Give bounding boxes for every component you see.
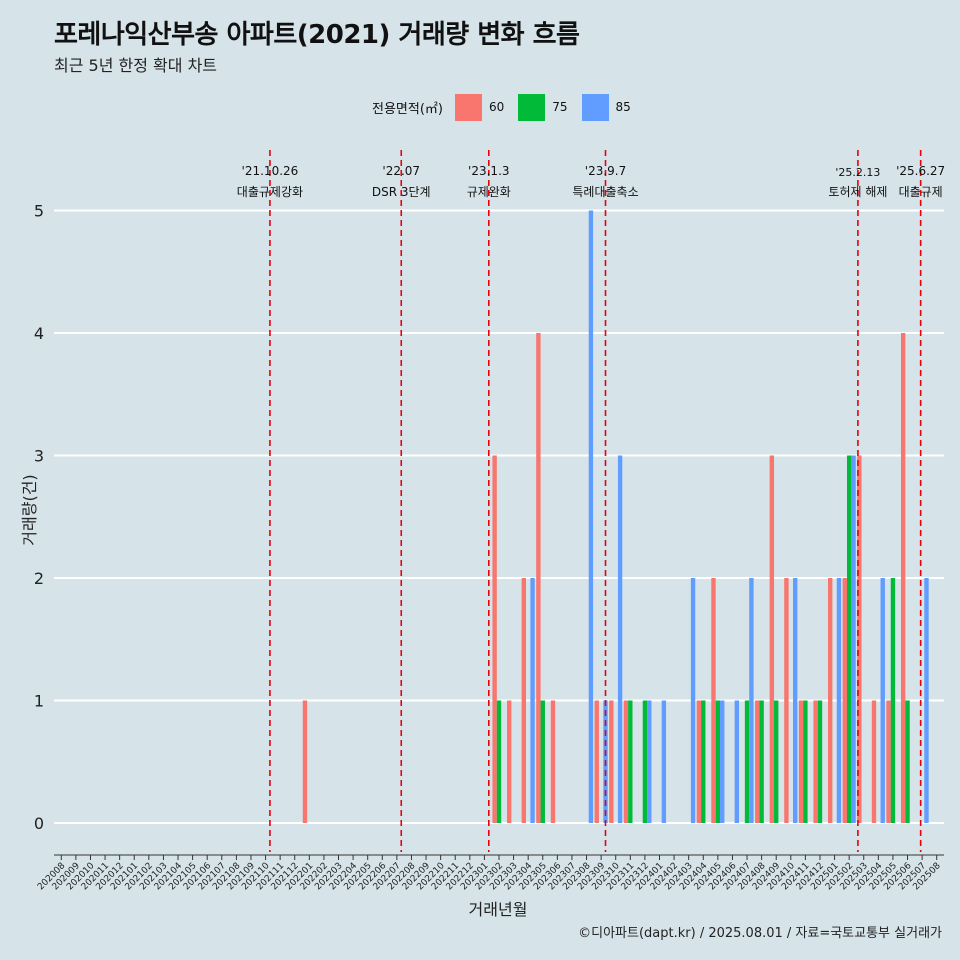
bar-60 <box>784 578 789 823</box>
bar-60 <box>755 700 760 823</box>
legend-item-85: 85 <box>581 93 639 121</box>
bar-75 <box>540 700 545 823</box>
bar-60 <box>886 700 891 823</box>
bar-60 <box>536 333 541 823</box>
bar-60 <box>857 455 862 823</box>
bar-75 <box>890 578 896 823</box>
y-tick-label: 3 <box>34 447 44 466</box>
y-tick-label: 5 <box>34 202 44 221</box>
legend-label-85: 85 <box>615 100 631 114</box>
bar-60 <box>609 700 614 823</box>
event-date: '22.07 <box>382 164 420 178</box>
bar-85 <box>661 700 667 823</box>
legend-swatch-60 <box>454 93 482 121</box>
bar-75 <box>803 700 808 823</box>
bar-85 <box>588 210 594 823</box>
legend-swatch-75 <box>518 93 546 121</box>
event-label: 토허제 해제 <box>828 185 887 199</box>
bar-85 <box>647 700 652 823</box>
bar-75 <box>496 700 502 823</box>
legend: 전용면적(㎡) 60 75 85 <box>372 92 639 122</box>
bar-60 <box>521 578 526 823</box>
bar-60 <box>696 700 702 823</box>
bar-85 <box>734 700 740 823</box>
legend-swatch-85 <box>581 93 609 121</box>
y-tick-label: 2 <box>34 569 44 588</box>
bar-75 <box>701 700 706 823</box>
bar-85 <box>836 578 842 823</box>
event-label: 대출규제강화 <box>237 185 303 199</box>
chart-subtitle: 최근 5년 한정 확대 차트 <box>54 56 218 75</box>
bar-85 <box>749 578 754 823</box>
event-date: '23.9.7 <box>585 164 626 178</box>
bar-75 <box>642 700 648 823</box>
bar-60 <box>594 700 599 823</box>
event-date: '21.10.26 <box>242 164 299 178</box>
y-tick-label: 4 <box>34 324 44 343</box>
bar-85 <box>720 700 725 823</box>
legend-label-75: 75 <box>552 100 568 114</box>
bar-75 <box>744 700 750 823</box>
legend-title: 전용면적(㎡) <box>372 101 443 117</box>
bar-60 <box>550 700 556 823</box>
event-date: '25.6.27 <box>896 164 945 178</box>
legend-item-75: 75 <box>518 93 575 121</box>
bar-60 <box>623 700 629 823</box>
bar-60 <box>813 700 818 823</box>
legend-label-60: 60 <box>488 100 505 114</box>
bar-85 <box>690 578 696 823</box>
bar-75 <box>905 700 910 823</box>
x-axis-label: 거래년월 <box>468 900 528 919</box>
bar-85 <box>617 455 623 823</box>
y-tick-label: 1 <box>34 692 44 711</box>
bar-75 <box>759 700 764 823</box>
bar-75 <box>628 700 633 823</box>
bar-75 <box>846 455 852 823</box>
event-date: '23.1.3 <box>468 164 509 178</box>
event-label: 규제완화 <box>467 185 511 199</box>
legend-item-60: 60 <box>454 93 512 121</box>
bar-85 <box>792 578 798 823</box>
event-label: DSR 3단계 <box>372 185 431 199</box>
bar-60 <box>769 455 775 823</box>
y-axis-label: 거래량(건) <box>20 474 39 546</box>
source-caption: ©디아파트(dapt.kr) / 2025.08.01 / 자료=국토교통부 실… <box>578 926 942 941</box>
y-tick-label: 0 <box>34 814 44 833</box>
event-label: 특례대출축소 <box>572 185 638 199</box>
bar-60 <box>900 333 906 823</box>
bar-60 <box>871 700 877 823</box>
event-date: '25.2.13 <box>835 166 880 179</box>
bar-60 <box>711 578 716 823</box>
bar-60 <box>842 578 847 823</box>
bar-75 <box>715 700 721 823</box>
bar-60 <box>798 700 804 823</box>
bar-75 <box>817 700 823 823</box>
bar-75 <box>774 700 779 823</box>
bar-85 <box>851 455 856 823</box>
chart-title: 포레나익산부송 아파트(2021) 거래량 변화 흐름 <box>54 20 580 50</box>
bar-60 <box>302 700 308 823</box>
bar-85 <box>880 578 885 823</box>
bar-85 <box>924 578 929 823</box>
bar-85 <box>530 578 535 823</box>
event-label: 대출규제 <box>899 185 943 199</box>
bar-60 <box>492 455 497 823</box>
bar-60 <box>507 700 512 823</box>
bar-60 <box>828 578 833 823</box>
